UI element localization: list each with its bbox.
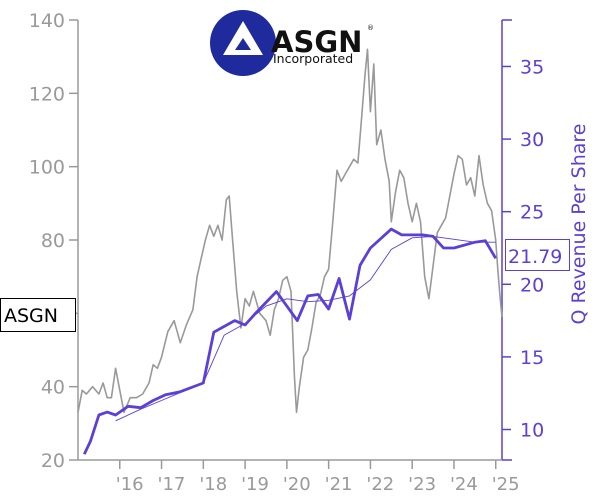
right-axis-tick-label: 25 bbox=[520, 202, 544, 224]
current-value-callout: 21.79 bbox=[505, 239, 570, 271]
logo-triangle-icon bbox=[223, 21, 263, 55]
company-logo: ASGN ® Incorporated bbox=[210, 10, 374, 76]
right-axis-tick-label: 30 bbox=[520, 129, 544, 151]
x-axis-tick-label: '22 bbox=[366, 474, 394, 495]
right-axis-tick-label: 35 bbox=[520, 56, 544, 78]
right-axis-tick-label: 15 bbox=[520, 347, 544, 369]
x-axis-tick-label: '17 bbox=[158, 474, 186, 495]
left-axis-tick-label: 20 bbox=[41, 450, 65, 472]
revenue-line bbox=[83, 227, 497, 455]
price-line bbox=[77, 48, 503, 414]
left-axis-tick-label: 140 bbox=[29, 10, 65, 32]
logo-circle-icon bbox=[210, 10, 276, 76]
x-axis-tick-label: '18 bbox=[199, 474, 227, 495]
left-axis: 20406080100120140 bbox=[29, 10, 79, 472]
current-value-text: 21.79 bbox=[508, 246, 562, 268]
x-axis-tick-label: '25 bbox=[492, 474, 520, 495]
x-axis-tick-label: '16 bbox=[116, 474, 144, 495]
x-axis-tick-label: '19 bbox=[241, 474, 269, 495]
logo-subtitle: Incorporated bbox=[273, 51, 353, 66]
right-axis-tick-label: 20 bbox=[520, 274, 544, 296]
right-axis-tick-label: 10 bbox=[520, 420, 544, 442]
plot-area bbox=[77, 48, 503, 455]
revenue-trend-line bbox=[115, 235, 496, 422]
left-axis-tick-label: 120 bbox=[29, 83, 65, 105]
x-axis-tick-label: '24 bbox=[450, 474, 478, 495]
left-axis-tick-label: 100 bbox=[29, 157, 65, 179]
left-axis-tick-label: 40 bbox=[41, 377, 65, 399]
right-axis-title: Q Revenue Per Share bbox=[568, 124, 590, 325]
logo-registered-mark: ® bbox=[367, 24, 374, 32]
ticker-badge-text: ASGN bbox=[4, 305, 58, 327]
x-axis-tick-label: '23 bbox=[408, 474, 436, 495]
right-axis: 10 15 20 25 30 35 bbox=[501, 19, 544, 461]
ticker-badge: ASGN bbox=[0, 298, 76, 332]
left-axis-tick-label: 80 bbox=[41, 230, 65, 252]
x-axis-tick-label: '21 bbox=[325, 474, 353, 495]
ticker-badge-box bbox=[0, 298, 76, 332]
x-axis-tick-label: '20 bbox=[283, 474, 311, 495]
current-value-box bbox=[505, 239, 570, 271]
logo-name: ASGN bbox=[271, 25, 362, 59]
x-axis: '16 '17 '18 '19 '20 '21 '22 '23 '24 '25 bbox=[78, 459, 520, 495]
